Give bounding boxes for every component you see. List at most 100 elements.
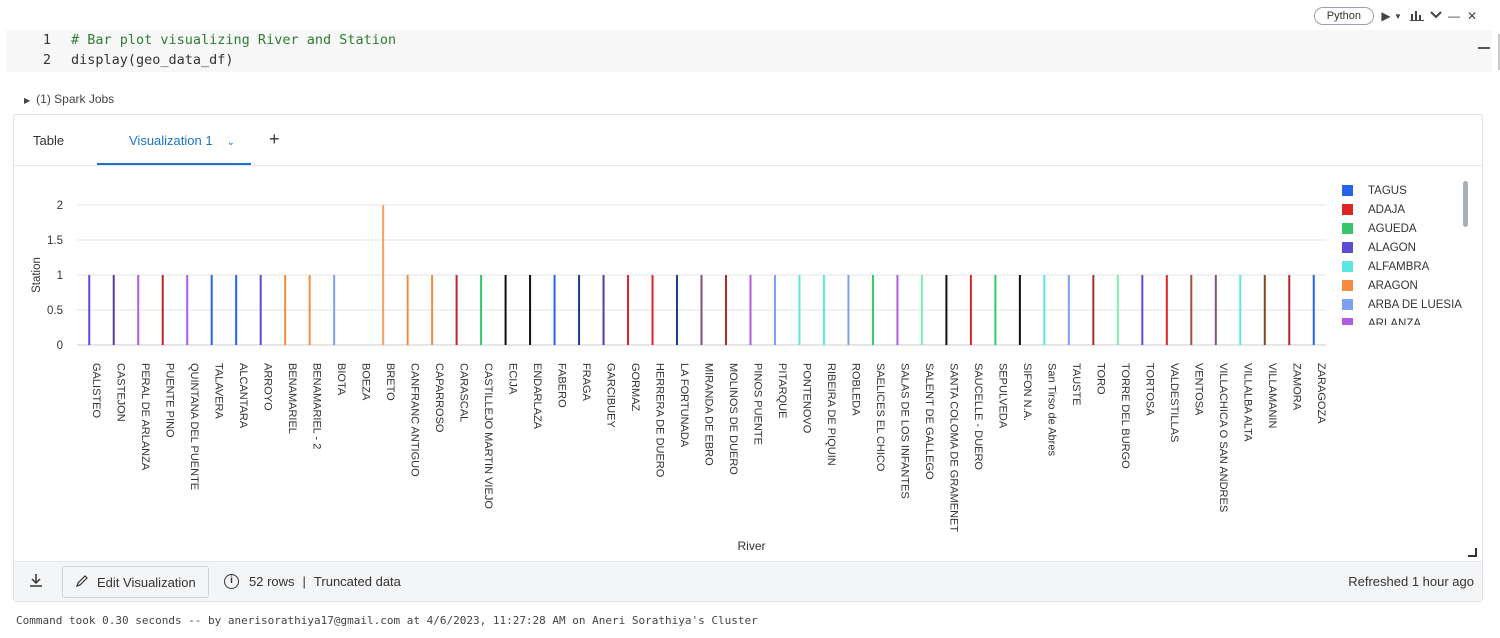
x-tick-label: SALENT DE GALLEGO xyxy=(923,363,935,480)
x-tick-label: MIRANDA DE EBRO xyxy=(703,363,715,466)
bar xyxy=(553,275,556,345)
info-icon[interactable]: i xyxy=(224,574,239,589)
add-visualization-button[interactable]: + xyxy=(269,129,280,149)
x-tick-label: GORMAZ xyxy=(629,363,641,412)
bar xyxy=(749,275,752,345)
spark-jobs-label: (1) Spark Jobs xyxy=(36,92,115,106)
edit-visualization-label: Edit Visualization xyxy=(97,574,196,590)
bar xyxy=(1190,275,1193,345)
legend-label: ARBA DE LUESIA xyxy=(1368,298,1462,311)
x-tick-label: ALCANTARA xyxy=(237,363,249,429)
x-tick-label: ECIJA xyxy=(507,363,519,395)
bar xyxy=(1141,275,1144,345)
legend-item[interactable]: ARAGON xyxy=(1342,276,1418,295)
bar xyxy=(651,275,654,345)
bar xyxy=(480,275,483,345)
y-tick-label: 0.5 xyxy=(47,305,63,317)
bar xyxy=(822,275,825,345)
chevron-down-icon[interactable]: ▼ xyxy=(1394,11,1402,21)
legend-item[interactable]: TAGUS xyxy=(1342,181,1407,200)
legend-swatch xyxy=(1342,204,1353,215)
bar xyxy=(773,275,776,345)
command-status: Command took 0.30 seconds -- by anerisor… xyxy=(16,614,758,627)
language-badge[interactable]: Python xyxy=(1313,7,1374,25)
bar xyxy=(602,275,605,345)
code-editor[interactable]: 1 # Bar plot visualizing River and Stati… xyxy=(6,30,1492,72)
row-count: 52 rows xyxy=(249,574,295,589)
x-tick-label: VENTOSA xyxy=(1192,363,1204,416)
x-axis-title: River xyxy=(737,539,765,553)
bar xyxy=(700,275,703,345)
cell-toolbar: Python ▶ ▼ — ✕ xyxy=(1313,6,1478,26)
play-icon[interactable]: ▶ xyxy=(1381,9,1391,23)
vertical-scrollbar[interactable] xyxy=(1498,34,1500,70)
edit-visualization-button[interactable]: Edit Visualization xyxy=(62,566,209,598)
legend-label: ALAGON xyxy=(1368,241,1416,254)
legend-item[interactable]: ARLANZA xyxy=(1342,314,1421,325)
x-tick-label: ENDARLAZA xyxy=(531,363,543,430)
resize-handle[interactable] xyxy=(1468,548,1477,557)
x-tick-label: SAUCELLE - DUERO xyxy=(972,363,984,470)
x-tick-label: PERAL DE ARLANZA xyxy=(139,363,151,471)
bar-chart: 0 0.5 1 1.5 2 Station GALISTEO CASTEJON PERAL DE… xyxy=(31,200,1327,553)
bar xyxy=(259,275,262,345)
results-panel: Table Visualization 1 ⌄ + 0 0.5 1 1.5 2 Statio… xyxy=(13,114,1483,602)
x-tick-label: PINOS PUENTE xyxy=(751,363,763,445)
bar xyxy=(578,275,581,345)
active-tab-indicator xyxy=(97,163,251,165)
chart-icon[interactable] xyxy=(1410,9,1424,24)
bar xyxy=(382,205,385,345)
download-icon[interactable] xyxy=(28,572,44,591)
legend-scrollbar[interactable] xyxy=(1463,181,1468,227)
legend-item[interactable]: ARBA DE LUESIA xyxy=(1342,295,1462,314)
x-tick-label: CAPARROSO xyxy=(433,363,445,433)
code-line: 1 # Bar plot visualizing River and Stati… xyxy=(6,30,1492,50)
code-text: # Bar plot visualizing River and Station xyxy=(71,32,397,48)
legend-swatch xyxy=(1342,318,1353,325)
chart-legend: TAGUS ADAJA AGUEDA ALAGON ALFAMBRA ARAGON ARBA… xyxy=(1342,181,1476,325)
legend-swatch xyxy=(1342,261,1353,272)
bar xyxy=(945,275,948,345)
x-tick-label: PITARQUE xyxy=(776,363,788,418)
tab-table[interactable]: Table xyxy=(33,133,65,148)
legend-swatch xyxy=(1342,280,1353,291)
legend-label: AGUEDA xyxy=(1368,222,1417,235)
legend-item[interactable]: AGUEDA xyxy=(1342,219,1417,238)
legend-label: TAGUS xyxy=(1368,184,1407,197)
spark-jobs-toggle[interactable]: ▶ (1) Spark Jobs xyxy=(24,92,114,106)
bar xyxy=(1165,275,1168,345)
bar xyxy=(994,275,997,345)
cell-menu-chevron-icon[interactable] xyxy=(1430,9,1442,23)
separator: | xyxy=(302,574,306,589)
x-tick-label: SAELICES EL CHICO xyxy=(874,363,886,472)
x-tick-label: TAUSTE xyxy=(1070,363,1082,406)
legend-item[interactable]: ALFAMBRA xyxy=(1342,257,1429,276)
x-tick-label: PUENTE PINO xyxy=(164,363,176,438)
x-tick-label: San Tirso de Abres xyxy=(1045,363,1057,456)
close-icon[interactable]: ✕ xyxy=(1466,9,1478,23)
legend-swatch xyxy=(1342,185,1353,196)
legend-swatch xyxy=(1342,242,1353,253)
minimize-icon[interactable]: — xyxy=(1448,9,1460,23)
row-count-info: i 52 rows | Truncated data xyxy=(224,574,401,589)
legend-item[interactable]: ALAGON xyxy=(1342,238,1416,257)
caret-right-icon: ▶ xyxy=(24,96,31,105)
bar xyxy=(1018,275,1021,345)
x-tick-label: BENAMARIEL - 2 xyxy=(311,363,323,449)
x-tick-label: PONTENOVO xyxy=(800,363,812,434)
pencil-icon xyxy=(75,574,89,591)
x-tick-label: SANTA COLOMA DE GRAMENET xyxy=(947,363,959,532)
x-tick-label: CASTILLEJO MARTIN VIEJO xyxy=(482,363,494,509)
bar xyxy=(969,275,972,345)
line-number: 1 xyxy=(42,32,51,48)
x-tick-label: TORO xyxy=(1094,363,1106,395)
chevron-down-icon[interactable]: ⌄ xyxy=(226,137,235,148)
result-tabs: Table Visualization 1 ⌄ + xyxy=(14,115,1482,166)
x-tick-label: VILLALBA ALTA xyxy=(1241,363,1253,442)
x-tick-label: ZARAGOZA xyxy=(1315,363,1327,424)
bar xyxy=(308,275,311,345)
legend-item[interactable]: ADAJA xyxy=(1342,200,1405,219)
code-line: 2 display(geo_data_df) xyxy=(6,50,1492,70)
x-tick-label: TORRE DEL BURGO xyxy=(1119,363,1131,469)
tab-visualization-1[interactable]: Visualization 1 ⌄ xyxy=(129,133,235,148)
